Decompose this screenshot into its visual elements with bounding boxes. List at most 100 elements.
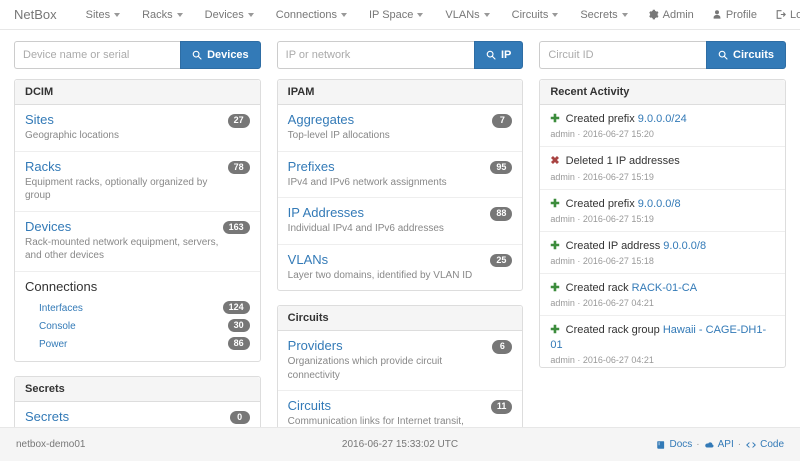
chevron-down-icon xyxy=(621,12,628,17)
entry-link-circuits[interactable]: Circuits xyxy=(287,398,332,413)
panel-title: Circuits xyxy=(277,306,523,331)
footer-link-label: Docs xyxy=(669,439,693,450)
entry-description: Organizations which provide circuit conn… xyxy=(287,356,443,381)
count-badge: 11 xyxy=(490,400,513,414)
footer-link-api[interactable]: API xyxy=(704,439,734,450)
count-badge: 27 xyxy=(227,114,250,128)
activity-target-link[interactable]: 9.0.0.0/8 xyxy=(637,197,681,210)
entry-link-prefixes[interactable]: Prefixes xyxy=(287,158,335,174)
gear-icon xyxy=(648,9,659,20)
entry-link-ip-addresses[interactable]: IP Addresses xyxy=(287,205,365,220)
footer-link-code[interactable]: Code xyxy=(745,439,784,450)
entry-link-aggregates[interactable]: Aggregates xyxy=(287,112,355,127)
nav-item-vlans[interactable]: VLANs xyxy=(434,9,500,21)
nav-item-logout[interactable]: Log out xyxy=(766,9,800,21)
list-item[interactable]: Aggregates Top-level IP allocations 7 xyxy=(277,105,523,152)
circuit-search-button[interactable]: Circuits xyxy=(706,41,787,69)
entry-description: Individual IPv4 and IPv6 addresses xyxy=(287,223,444,234)
nav-item-ip-space[interactable]: IP Space xyxy=(358,9,434,21)
list-item[interactable]: Providers Organizations which provide ci… xyxy=(277,331,523,391)
activity-action: Created prefix xyxy=(565,113,635,125)
entry-description: IPv4 and IPv6 network assignments xyxy=(287,176,447,188)
activity-line: ✚ Created rack RACK-01-CA xyxy=(550,281,773,295)
list-item[interactable]: IP Addresses Individual IPv4 and IPv6 ad… xyxy=(277,198,523,245)
top-navbar: NetBox Sites Racks Devices Connections I… xyxy=(0,0,800,30)
entry-link-devices[interactable]: Devices xyxy=(25,218,72,234)
nav-label: Racks xyxy=(142,8,173,21)
entry-link-interfaces[interactable]: Interfaces xyxy=(39,302,83,314)
activity-target-link[interactable]: 9.0.0.0/8 xyxy=(663,239,707,252)
footer-link-label: API xyxy=(717,439,734,450)
count-badge: 6 xyxy=(492,340,513,354)
nav-item-admin[interactable]: Admin xyxy=(639,9,703,21)
footer-links: Docs · API · Code xyxy=(528,439,784,450)
list-item[interactable]: ✚ Created IP address 9.0.0.0/8 admin · 2… xyxy=(540,232,786,275)
logout-icon xyxy=(776,10,786,19)
list-item[interactable]: ✚ Created prefix 9.0.0.0/24 admin · 2016… xyxy=(540,105,786,148)
list-item[interactable]: ✖ Deleted 1 IP addresses admin · 2016-06… xyxy=(540,147,786,190)
activity-target-link[interactable]: RACK-01-CA xyxy=(631,282,698,295)
entry-link-providers[interactable]: Providers xyxy=(287,338,343,353)
book-icon xyxy=(657,440,665,449)
activity-scroll-area[interactable]: ✚ Created prefix 9.0.0.0/24 admin · 2016… xyxy=(540,105,786,367)
panel-dcim: DCIM Sites Geographic locations 27 Racks… xyxy=(14,79,261,362)
ip-search-group: IP xyxy=(276,41,524,69)
activity-action: Created IP address xyxy=(565,239,661,252)
chevron-down-icon xyxy=(552,12,559,17)
nav-item-racks[interactable]: Racks xyxy=(131,9,194,21)
nav-label: Profile xyxy=(725,8,757,21)
list-item[interactable]: ✚ Created rack RACK-01-CA admin · 2016-0… xyxy=(540,274,786,317)
list-item[interactable]: Racks Equipment racks, optionally organi… xyxy=(15,152,260,212)
brand-logo[interactable]: NetBox xyxy=(14,7,57,22)
footer-timestamp: 2016-06-27 15:33:02 UTC xyxy=(341,439,459,450)
activity-line: ✚ Created prefix 9.0.0.0/24 xyxy=(550,112,773,126)
device-search-button[interactable]: Devices xyxy=(180,41,261,69)
list-item[interactable]: Sites Geographic locations 27 xyxy=(15,105,260,152)
list-item[interactable]: Prefixes IPv4 and IPv6 network assignmen… xyxy=(277,152,523,198)
nav-item-devices[interactable]: Devices xyxy=(194,9,265,21)
activity-meta: admin · 2016-06-27 04:21 xyxy=(550,355,654,366)
search-icon xyxy=(486,50,496,60)
entry-description: Geographic locations xyxy=(25,130,119,141)
activity-target-link[interactable]: Hawaii - CAGE-DH1-01 xyxy=(550,324,767,351)
nav-item-sites[interactable]: Sites xyxy=(75,9,131,21)
list-item[interactable]: ✚ Created rack group Hawaii - CAGE-DH1-0… xyxy=(540,316,785,367)
circuit-search-input[interactable] xyxy=(539,41,707,69)
list-item[interactable]: VLANs Layer two domains, identified by V… xyxy=(278,245,523,291)
nav-item-connections[interactable]: Connections xyxy=(265,9,358,21)
footer-link-docs[interactable]: Docs xyxy=(656,439,692,450)
ip-search-button[interactable]: IP xyxy=(473,41,524,69)
entry-link-secrets[interactable]: Secrets xyxy=(25,408,70,424)
activity-target-link[interactable]: 9.0.0.0/24 xyxy=(637,113,687,125)
entry-link-racks[interactable]: Racks xyxy=(25,158,62,174)
entry-link-console[interactable]: Console xyxy=(39,320,76,332)
nav-label: IP Space xyxy=(368,8,414,21)
list-item[interactable]: Devices Rack-mounted network equipment, … xyxy=(15,212,260,272)
entry-link-power[interactable]: Power xyxy=(39,338,68,350)
column-dcim: DCIM Sites Geographic locations 27 Racks… xyxy=(14,79,261,461)
entry-link-vlans[interactable]: VLANs xyxy=(287,251,329,267)
search-icon xyxy=(192,50,202,60)
button-label: Devices xyxy=(207,49,249,61)
connections-heading: Connections xyxy=(25,278,98,294)
chevron-down-icon xyxy=(114,12,121,17)
activity-action: Created rack group xyxy=(565,324,660,337)
entry-link-sites[interactable]: Sites xyxy=(25,112,54,127)
column-activity: Recent Activity ✚ Created prefix 9.0.0.0… xyxy=(539,79,787,382)
nav-label: Sites xyxy=(85,8,111,21)
list-item[interactable]: ✚ Created prefix 9.0.0.0/8 admin · 2016-… xyxy=(540,190,786,232)
list-item[interactable]: Power 86 xyxy=(25,335,250,353)
connections-group: Connections Interfaces 124 Console 30 Po… xyxy=(15,272,260,361)
user-nav: Admin Profile Log out xyxy=(639,9,800,21)
ip-search-input[interactable] xyxy=(276,41,474,69)
nav-item-profile[interactable]: Profile xyxy=(703,9,766,21)
nav-item-secrets[interactable]: Secrets xyxy=(569,9,638,21)
nav-label: Log out xyxy=(790,8,800,21)
panel-title: DCIM xyxy=(15,80,260,105)
nav-item-circuits[interactable]: Circuits xyxy=(501,9,570,21)
device-search-input[interactable] xyxy=(14,41,181,69)
chevron-down-icon xyxy=(176,12,183,17)
list-item[interactable]: Interfaces 124 xyxy=(25,299,250,317)
list-item[interactable]: Console 30 xyxy=(25,317,250,335)
panel-title: Secrets xyxy=(15,376,260,402)
